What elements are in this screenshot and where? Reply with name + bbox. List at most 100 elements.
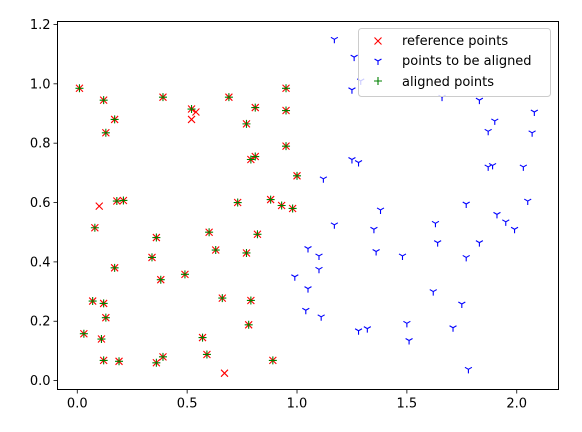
data-point [363, 326, 372, 333]
data-point [156, 275, 165, 284]
data-point [403, 320, 411, 328]
data-point [317, 314, 325, 321]
data-point [530, 109, 539, 117]
data-point [464, 366, 473, 374]
data-point [502, 219, 510, 226]
y-tick-label: 0.0 [30, 374, 51, 389]
data-point [192, 108, 200, 116]
data-point [244, 320, 253, 329]
data-point [246, 155, 255, 164]
data-point [304, 286, 312, 293]
y-tick-label: 0.6 [30, 196, 51, 211]
x-tick-label: 1.0 [287, 397, 308, 412]
legend-item-aligned-points: aligned points [374, 75, 494, 90]
data-point [253, 230, 262, 239]
legend-item-reference-points: reference points [374, 34, 508, 49]
data-point [187, 115, 196, 124]
data-point [115, 357, 124, 366]
data-point [315, 253, 323, 260]
x-tick-label: 0.0 [67, 397, 88, 412]
legend-label-reference: reference points [402, 34, 508, 49]
data-point [99, 356, 108, 365]
data-point [493, 211, 501, 219]
data-point [376, 207, 385, 214]
data-point [330, 222, 339, 229]
legend-marker-to-align [374, 58, 382, 65]
data-point [246, 296, 255, 305]
legend-box [358, 28, 551, 97]
data-point [218, 294, 227, 303]
data-point [187, 105, 196, 114]
data-point [112, 197, 121, 206]
data-point [523, 198, 532, 206]
data-point [266, 195, 275, 204]
x-axis: 0.0 0.5 1.0 1.5 2.0 [67, 389, 527, 412]
data-point [110, 115, 119, 124]
x-tick-label: 2.0 [506, 397, 527, 412]
data-point [293, 171, 302, 180]
data-point [288, 204, 297, 213]
data-point [205, 228, 214, 237]
data-point [101, 313, 110, 322]
plot-area [75, 36, 539, 378]
data-point [429, 289, 438, 296]
data-point [484, 128, 492, 136]
data-point [405, 338, 413, 345]
data-point [99, 299, 108, 308]
data-point [147, 253, 156, 262]
data-point [484, 164, 492, 171]
data-point [97, 335, 106, 344]
data-point [220, 369, 229, 378]
y-tick-label: 1.2 [30, 18, 51, 33]
data-point [152, 233, 161, 242]
data-point [488, 162, 497, 170]
legend-marker-aligned [374, 77, 382, 85]
y-tick-label: 0.4 [30, 255, 51, 270]
data-point [101, 128, 110, 137]
data-point [75, 84, 84, 93]
data-point [224, 93, 233, 102]
data-point [302, 307, 310, 315]
data-point [282, 142, 291, 151]
data-point [277, 201, 286, 210]
data-point [198, 333, 207, 342]
legend-item-points-to-be-aligned: points to be aligned [374, 54, 532, 69]
data-point [119, 196, 128, 205]
data-point [315, 266, 323, 274]
data-point [372, 249, 380, 256]
data-point [158, 352, 167, 361]
data-point [304, 246, 312, 253]
data-point [528, 130, 536, 137]
data-point [110, 263, 119, 272]
x-tick-label: 1.5 [397, 397, 418, 412]
legend-marker-reference [374, 37, 382, 45]
data-point [462, 201, 470, 209]
data-point [370, 226, 378, 234]
data-point [291, 274, 299, 281]
data-point [510, 226, 519, 234]
data-point [242, 119, 251, 128]
data-point [242, 248, 251, 257]
data-point [282, 84, 291, 93]
legend-label-to-align: points to be aligned [402, 54, 532, 69]
data-point [475, 240, 484, 247]
data-point [90, 223, 99, 232]
data-point [158, 93, 167, 102]
data-point [95, 202, 104, 210]
data-point [354, 159, 363, 167]
data-point [79, 329, 88, 338]
data-point [282, 106, 291, 115]
y-tick-label: 0.8 [30, 137, 51, 152]
data-point [519, 164, 528, 171]
data-point [350, 54, 358, 62]
data-point [458, 301, 466, 309]
series-2 [75, 84, 302, 367]
y-tick-label: 0.2 [30, 315, 51, 330]
data-point [330, 36, 339, 44]
data-point [348, 157, 356, 164]
data-point [348, 87, 356, 94]
data-point [398, 253, 407, 260]
y-tick-label: 1.0 [30, 77, 51, 92]
data-point [251, 152, 260, 161]
data-point [431, 220, 440, 228]
